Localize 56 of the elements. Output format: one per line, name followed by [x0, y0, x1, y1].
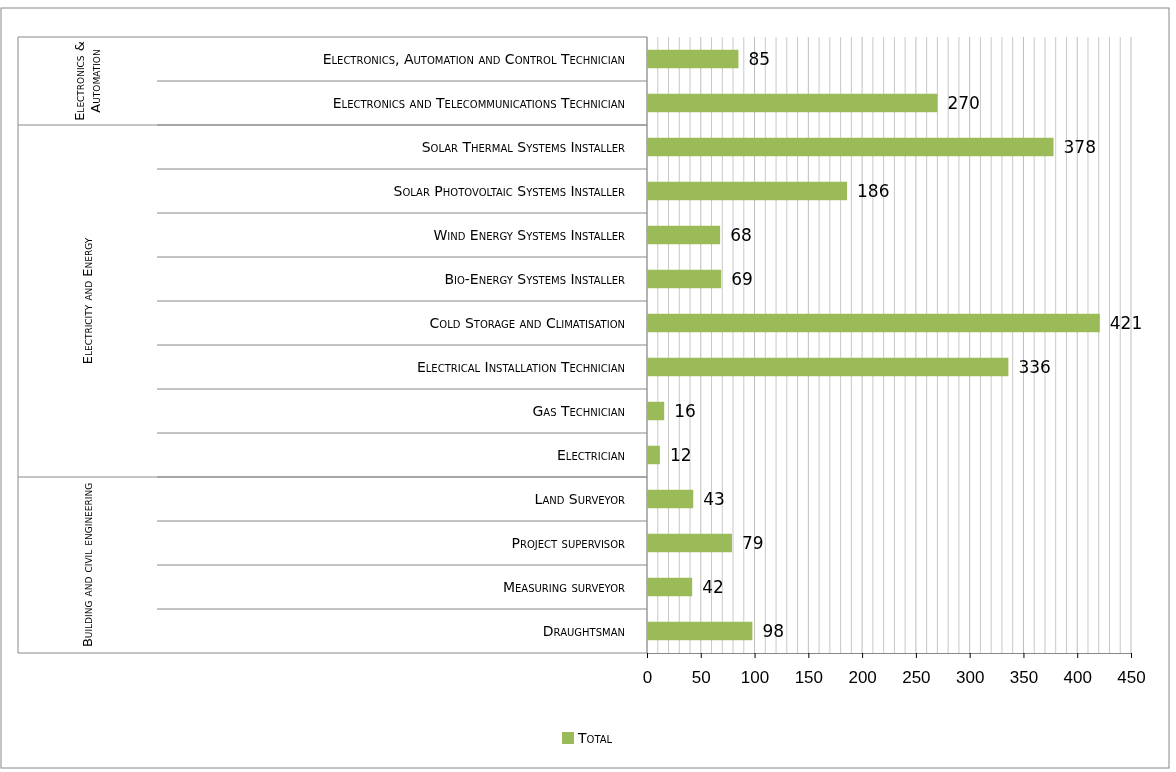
y-tick-label: Electronics and Telecommunications Technician: [332, 95, 625, 111]
data-label: 336: [1018, 357, 1051, 377]
bar: [647, 269, 722, 289]
x-tick-label: 50: [691, 668, 711, 688]
bar: [647, 445, 660, 465]
x-tick-label: 300: [955, 668, 985, 688]
bar: [647, 577, 693, 597]
y-tick-label: Draughtsman: [542, 623, 625, 639]
y-tick-label: Project supervisor: [511, 535, 626, 551]
data-label: 69: [731, 269, 753, 289]
bar: [647, 225, 721, 245]
y-tick-label: Solar Photovoltaic Systems Installer: [393, 183, 626, 199]
y-tick-label: Electrical Installation Technician: [416, 359, 625, 375]
bar: [647, 137, 1054, 157]
text: Building and civil engineering: [80, 482, 95, 648]
x-tick-label: 250: [902, 668, 931, 688]
x-tick-label: 100: [740, 668, 770, 688]
data-label: 42: [702, 577, 724, 597]
y-tick-label: Solar Thermal Systems Installer: [421, 139, 626, 155]
bar: [647, 181, 848, 201]
bar: [647, 489, 694, 509]
data-label: 85: [748, 49, 771, 69]
bar: [647, 313, 1100, 333]
bar: [647, 93, 938, 113]
y-tick-label: Land Surveyor: [534, 491, 626, 507]
data-label: 421: [1109, 313, 1143, 333]
x-tick-label: 200: [848, 668, 877, 688]
data-label: 68: [730, 225, 752, 245]
text: Electricity and Energy: [80, 237, 95, 365]
legend-label: Total: [577, 730, 613, 746]
bar: [647, 533, 732, 553]
data-label: 98: [762, 621, 785, 641]
data-label: 270: [947, 93, 980, 113]
x-tick-label: 350: [1009, 668, 1039, 688]
data-label: 186: [857, 181, 890, 201]
y-tick-label: Cold Storage and Climatisation: [429, 315, 625, 331]
bar: [647, 401, 665, 421]
text: Electronics & Automation: [72, 41, 103, 121]
y-tick-label: Gas Technician: [532, 403, 625, 419]
y-tick-label: Bio-Energy Systems Installer: [444, 271, 626, 287]
data-label: 12: [669, 445, 692, 465]
y-tick-label: Wind Energy Systems Installer: [433, 227, 626, 243]
x-tick-label: 450: [1117, 668, 1146, 688]
x-tick-label: 400: [1063, 668, 1092, 688]
x-tick-label: 150: [794, 668, 824, 688]
y-tick-label: Measuring surveyor: [502, 579, 626, 595]
y-tick-label: Electronics, Automation and Control Technician: [322, 51, 625, 67]
x-tick-label: 0: [642, 668, 653, 688]
data-label: 79: [741, 533, 764, 553]
y-tick-label: Electrician: [557, 447, 625, 463]
data-label: 43: [703, 489, 725, 509]
bar: [647, 49, 739, 69]
bar: [647, 621, 753, 641]
data-label: 378: [1063, 137, 1097, 157]
data-label: 16: [674, 401, 696, 421]
bar: [647, 357, 1009, 377]
